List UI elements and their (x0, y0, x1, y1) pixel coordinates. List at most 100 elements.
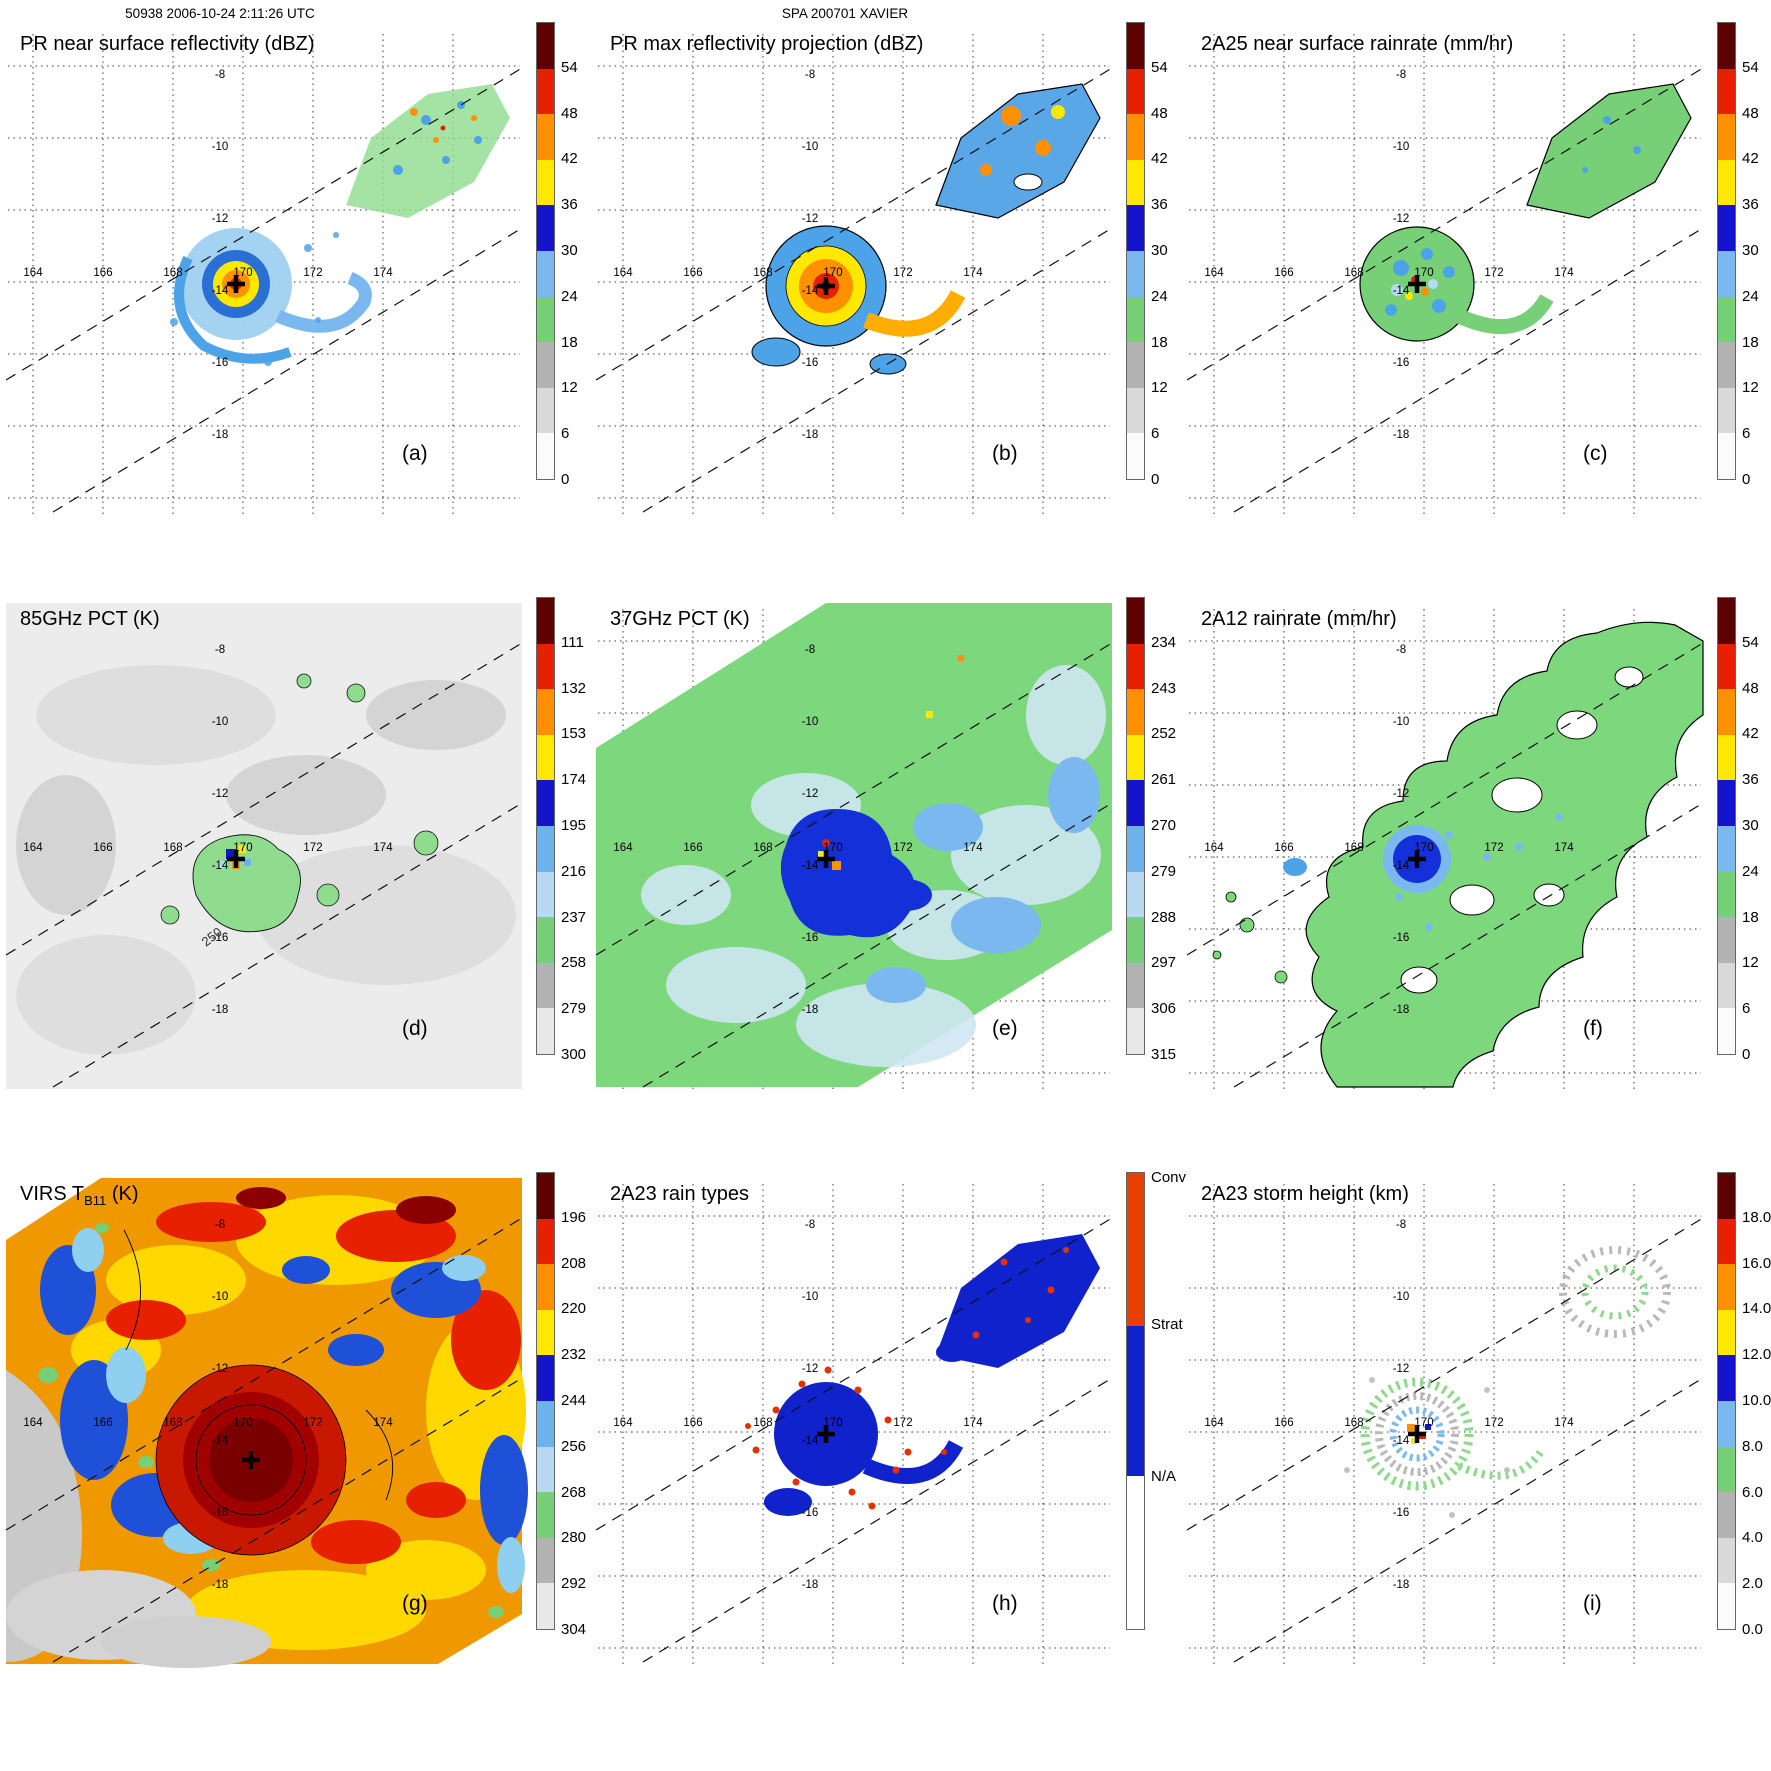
colorbar-tick-label: 18 (561, 333, 578, 351)
colorbar-tick-label: 0 (1742, 471, 1751, 488)
geo-labels: 164 166 168 170 172 174 -8 -10 -12 -14 -16 -18 (613, 69, 983, 441)
storm-center-marker (1408, 275, 1426, 293)
colorbar-segment (1718, 1492, 1735, 1538)
lon-label: 170 (233, 842, 252, 854)
colorbar-segment (537, 114, 554, 160)
colorbar-segment (1127, 1008, 1144, 1054)
colorbar-tick-label: 48 (561, 104, 578, 122)
map-d: 250 164 166 168 170 172 174 -8 -10 -12 -14 -16 -18 8… (5, 603, 523, 1091)
panel-title: 2A12 rainrate (mm/hr) (1201, 608, 1397, 630)
lat-label: -8 (1396, 644, 1406, 656)
lat-label: -16 (212, 932, 229, 944)
lon-label: 168 (753, 842, 772, 854)
virs-ir-field (6, 1178, 528, 1668)
colorbar-tick-label: 292 (561, 1575, 587, 1593)
lon-label: 172 (303, 1417, 322, 1429)
panel-title: 2A23 storm height (km) (1201, 1183, 1409, 1205)
colorbar-tick-label: 315 (1151, 1046, 1177, 1063)
colorbar-tick-label: 261 (1151, 771, 1177, 789)
map-b: 164 166 168 170 172 174 -8 -10 -12 -14 -16 -18 PR ma… (595, 33, 1113, 516)
colorbar-ticks: 111 132 153 174 195 216 237 258 279 300 (561, 597, 595, 1062)
colorbar-segment (1718, 1537, 1735, 1584)
colorbar-segment (1718, 689, 1735, 735)
colorbar-segment (1127, 643, 1144, 690)
colorbar-tick-label: 252 (1151, 725, 1177, 743)
map-g: 164 166 168 170 172 174 -8 -10 -12 -14 -16 -18 VIRS … (5, 1178, 528, 1668)
colorbar-tick-label: 258 (561, 954, 587, 972)
lon-label: 170 (233, 1417, 252, 1429)
swath-boundary-lines (595, 67, 1113, 513)
colorbar-tick-label: 18 (1151, 333, 1168, 351)
colorbar-segment (1127, 598, 1144, 644)
lon-label: 174 (373, 842, 393, 854)
colorbar-segment (537, 1264, 554, 1310)
lon-label: 174 (963, 842, 983, 854)
map-i: 164 166 168 170 172 174 -8 -10 -12 -14 -16 -18 2A23 … (1186, 1183, 1704, 1666)
geo-labels: 164 166 168 170 172 174 -8 -10 -12 -14 -16 -18 (613, 1219, 983, 1591)
colorbar-tick-label: 208 (561, 1254, 587, 1272)
grid-lines (598, 34, 1110, 516)
lat-label: -10 (802, 141, 819, 153)
lon-label: 172 (1484, 1417, 1503, 1429)
tmi-rainrate-field (1212, 621, 1704, 1088)
colorbar-tick-label: 304 (561, 1621, 587, 1638)
lat-label: -10 (212, 141, 229, 153)
colorbar-tick-label: 280 (561, 1529, 587, 1547)
colorbar-segment (1127, 871, 1144, 918)
colorbar-tick-label: 306 (1151, 1000, 1177, 1018)
lat-label: -8 (215, 1219, 225, 1231)
colorbar-tick-label: 54 (1151, 58, 1168, 76)
lat-label: -12 (1393, 1363, 1410, 1375)
panel-letter: (e) (992, 1017, 1018, 1040)
lat-label: -16 (212, 357, 229, 369)
geo-labels: 164 166 168 170 172 174 -8 -10 -12 -14 -16 -18 (1204, 644, 1574, 1016)
colorbar-ticks: 54 48 42 36 30 24 18 12 6 0 (1151, 22, 1185, 487)
colorbar-tick-label: 195 (561, 817, 587, 834)
colorbar-segment (1127, 159, 1144, 206)
colorbar-tick-label: 6 (1151, 425, 1160, 443)
geo-labels: 164 166 168 170 172 174 -8 -10 -12 -14 -16 -18 (23, 1219, 393, 1591)
panel-h: 164 166 168 170 172 174 -8 -10 -12 -14 -16 -18 2A23 … (590, 1150, 1186, 1725)
colorbar-tick-label: 12 (1151, 379, 1168, 397)
lat-label: -8 (215, 644, 225, 656)
colorbar-tick-label: 12 (561, 379, 578, 397)
lat-label: -14 (1393, 1435, 1410, 1447)
colorbar-segment (1718, 1400, 1735, 1447)
colorbar-segment (1127, 68, 1144, 115)
colorbar-tick-label: 30 (1742, 242, 1759, 259)
colorbar-tick-label: 6 (1742, 1000, 1751, 1018)
colorbar-tick-label: 48 (1742, 679, 1759, 697)
storm-height-field (1344, 1246, 1671, 1518)
lat-label: -8 (1396, 1219, 1406, 1231)
lat-label: -14 (1393, 860, 1410, 872)
37ghz-pct-field (596, 603, 1112, 1087)
storm-center-marker (817, 1425, 835, 1443)
lon-label: 168 (753, 1417, 772, 1429)
colorbar-segment (1127, 387, 1144, 434)
colorbar-segment (537, 205, 554, 251)
storm-center-marker (817, 277, 835, 295)
pr-max-reflectivity-field (751, 83, 1101, 375)
colorbar (1717, 1172, 1736, 1630)
colorbar-segment (537, 1537, 554, 1584)
colorbar-tick-label: 132 (561, 679, 587, 697)
colorbar-segment (1127, 23, 1144, 69)
colorbar-segment (1127, 689, 1144, 735)
colorbar-segment (1718, 643, 1735, 690)
lon-label: 172 (893, 842, 912, 854)
colorbar-tick-label: 16.0 (1742, 1254, 1771, 1272)
colorbar-tick-label: 42 (561, 150, 578, 168)
lat-label: -14 (212, 285, 229, 297)
colorbar-segment (537, 1446, 554, 1493)
colorbar-tick-label: 24 (561, 287, 578, 305)
lon-label: 168 (1344, 267, 1363, 279)
colorbar-segment (1718, 780, 1735, 826)
lat-label: -12 (1393, 788, 1410, 800)
colorbar-segment (537, 917, 554, 963)
lat-label: -16 (802, 1507, 819, 1519)
colorbar-tick-label: 12 (1742, 379, 1759, 397)
colorbar-segment (537, 159, 554, 206)
colorbar-tick-label: 36 (561, 196, 578, 214)
colorbar-tick-label: 111 (561, 633, 584, 651)
colorbar-segment (537, 1218, 554, 1265)
